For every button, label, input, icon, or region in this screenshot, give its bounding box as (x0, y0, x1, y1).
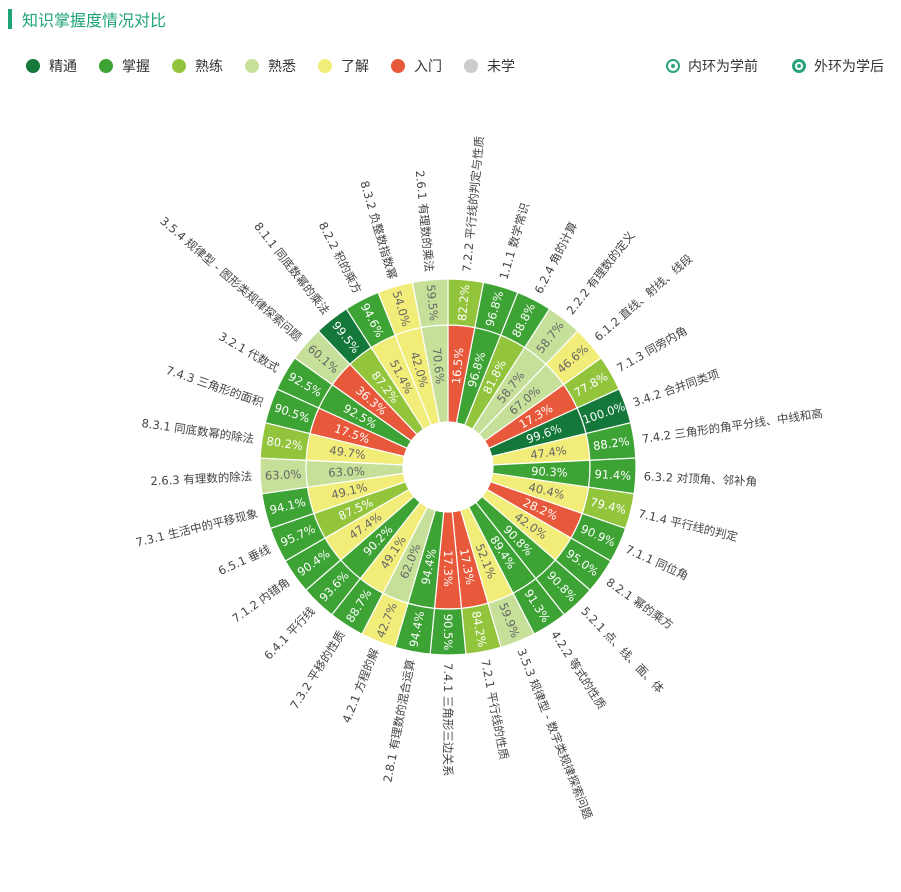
category-label: 8.2.2 积的乘方 (316, 219, 365, 296)
legend-dot (245, 59, 259, 73)
category-label: 7.4.1 三角形三边关系 (441, 663, 455, 776)
outer-ring-segment[interactable] (411, 278, 449, 329)
category-label: 7.3.1 生活中的平移现象 (134, 506, 259, 549)
legend-dot (26, 59, 40, 73)
chart-title: 知识掌握度情况对比 (22, 11, 167, 30)
category-label: 2.6.1 有理数的乘法 (413, 170, 437, 273)
category-label: 2.8.1 有理数的混合运算 (380, 658, 417, 783)
inner-ring-icon (666, 59, 680, 73)
category-label: 8.3.2 负整数指数幂 (357, 179, 399, 281)
category-label: 7.1.3 同旁内角 (614, 323, 689, 375)
legend-dot (464, 59, 478, 73)
outer-value-label: 91.4% (594, 467, 631, 483)
title-accent-bar (8, 9, 12, 29)
legend-dot (391, 59, 405, 73)
outer-value-label: 84.2% (469, 610, 490, 649)
legend-label: 未学 (487, 59, 515, 75)
category-label: 4.2.1 方程的解 (339, 646, 382, 725)
ring-legend-inner[interactable]: 内环为学前 (666, 56, 758, 76)
category-label: 7.2.1 平行线的性质 (478, 658, 511, 761)
ring-legend-outer-label: 外环为学后 (814, 59, 884, 75)
category-label: 7.3.2 平移的性质 (287, 628, 348, 712)
inner-value-label: 17.3% (457, 547, 478, 586)
category-label: 3.2.1 代数式 (216, 329, 282, 375)
outer-ring-icon (792, 59, 806, 73)
inner-value-label: 17.3% (441, 550, 455, 587)
outer-value-label: 59.5% (424, 284, 441, 322)
category-label: 2.6.3 有理数的除法 (150, 469, 252, 488)
category-label: 3.4.2 合并同类项 (631, 367, 721, 410)
outer-value-label: 88.2% (592, 434, 630, 453)
category-label: 7.2.2 平行线的判定与性质 (460, 135, 487, 272)
outer-value-label: 80.2% (266, 434, 304, 453)
legend-item-zhangwo[interactable]: 掌握 (99, 56, 150, 76)
legend-dot (172, 59, 186, 73)
chart-title-bar: 知识掌握度情况对比 (8, 8, 166, 30)
inner-value-label: 94.4% (418, 547, 439, 586)
legend-dot (318, 59, 332, 73)
inner-value-label: 63.0% (328, 464, 365, 480)
legend-item-weixue[interactable]: 未学 (464, 56, 515, 76)
category-label: 7.4.2 三角形的角平分线、中线和高 (641, 406, 824, 446)
inner-value-label: 49.7% (328, 443, 366, 462)
level-legend: 精通 掌握 熟练 熟悉 了解 入门 未学 (26, 56, 537, 76)
category-label: 6.2.4 角的计算 (532, 219, 581, 296)
category-label: 8.3.1 同底数幂的除法 (141, 416, 255, 446)
category-label: 7.1.4 平行线的判定 (637, 506, 740, 544)
inner-value-label: 47.4% (529, 443, 567, 462)
outer-value-label: 90.5% (441, 614, 455, 651)
legend-label: 熟练 (195, 59, 223, 75)
inner-value-label: 16.5% (449, 347, 466, 385)
category-label: 6.5.1 垂线 (216, 542, 273, 578)
inner-value-label: 70.6% (430, 347, 447, 385)
inner-value-label: 90.3% (531, 464, 568, 480)
legend-item-shuxi[interactable]: 熟悉 (245, 56, 296, 76)
category-label: 7.4.3 三角形的面积 (164, 363, 265, 410)
category-label: 6.3.2 对顶角、邻补角 (643, 469, 757, 488)
legend-item-shulian[interactable]: 熟练 (172, 56, 223, 76)
ring-legend-outer[interactable]: 外环为学后 (792, 56, 884, 76)
legend-item-rumen[interactable]: 入门 (391, 56, 442, 76)
legend-label: 精通 (49, 59, 77, 75)
category-label: 8.2.1 幂的乘方 (604, 575, 676, 632)
legend-label: 熟悉 (268, 59, 296, 75)
category-label: 4.2.2 等式的性质 (548, 628, 609, 712)
outer-value-label: 82.2% (455, 284, 472, 322)
category-label: 7.1.1 同位角 (623, 542, 690, 583)
legend-label: 入门 (414, 59, 442, 75)
legend-dot (99, 59, 113, 73)
legend-label: 掌握 (122, 59, 150, 75)
legend-label: 了解 (341, 59, 369, 75)
ring-legend-inner-label: 内环为学前 (688, 59, 758, 75)
legend-item-liaojie[interactable]: 了解 (318, 56, 369, 76)
category-label: 3.5.4 规律型 - 图形类规律探索问题 (157, 214, 304, 344)
category-label: 7.1.2 内错角 (229, 575, 292, 626)
outer-value-label: 94.4% (406, 610, 427, 649)
outer-value-label: 63.0% (265, 467, 302, 483)
category-label: 6.4.1 平行线 (261, 604, 318, 663)
legend-item-jingtong[interactable]: 精通 (26, 56, 77, 76)
category-label: 1.1.1 数学常识 (497, 201, 533, 281)
